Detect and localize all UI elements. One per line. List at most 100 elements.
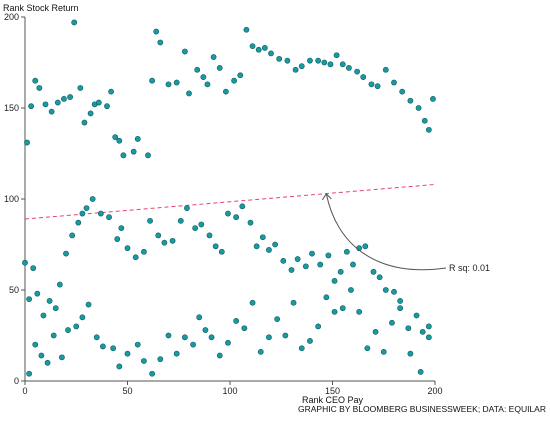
data-point (190, 341, 196, 348)
data-point (405, 325, 412, 332)
data-point (218, 248, 225, 255)
data-point (425, 334, 432, 341)
y-tick-label: 100 (4, 194, 19, 204)
data-point (368, 81, 375, 88)
data-point (67, 94, 73, 100)
data-point (259, 234, 266, 241)
data-point (52, 305, 59, 312)
data-point (93, 334, 100, 341)
data-point (317, 261, 324, 268)
data-point (327, 61, 334, 68)
data-point (165, 81, 172, 88)
data-point (59, 354, 65, 361)
data-point (132, 254, 139, 261)
data-point (100, 343, 106, 350)
data-point (280, 257, 287, 264)
y-axis-ticks: 0 50 100 150 200 (4, 12, 25, 386)
data-point (399, 88, 406, 95)
data-point (26, 296, 32, 302)
data-point (83, 205, 90, 211)
data-point (69, 232, 76, 239)
data-point (354, 68, 360, 75)
data-point (79, 314, 86, 321)
data-point (130, 148, 137, 155)
data-point (272, 241, 278, 248)
x-axis-ticks: 0 50 100 150 200 (22, 381, 443, 396)
data-point (173, 79, 180, 86)
data-point (32, 341, 39, 348)
data-point (331, 277, 338, 284)
data-point (376, 274, 383, 281)
data-point (309, 250, 315, 257)
data-point (165, 332, 172, 339)
data-point (339, 305, 346, 312)
data-point (364, 345, 371, 352)
data-point (110, 345, 117, 352)
data-point (284, 57, 291, 64)
data-point (325, 252, 332, 259)
data-point (233, 214, 240, 221)
data-point (32, 77, 39, 84)
data-point (417, 368, 424, 375)
data-point (145, 152, 151, 159)
data-point (208, 334, 215, 341)
data-point (370, 268, 377, 275)
data-point (413, 312, 420, 319)
data-point (73, 323, 80, 330)
x-tick-label: 0 (22, 386, 27, 396)
data-point (380, 348, 387, 355)
data-point (124, 245, 131, 252)
data-point (186, 90, 192, 97)
data-point (149, 370, 155, 377)
source-credit: GRAPHIC BY BLOOMBERG BUSINESSWEEK; DATA:… (298, 404, 546, 414)
data-point (184, 205, 190, 211)
trendline (24, 183, 436, 220)
data-point (253, 243, 260, 250)
data-point (407, 97, 414, 104)
data-point (198, 221, 205, 228)
data-point (22, 259, 28, 266)
y-tick-label: 200 (4, 12, 19, 22)
data-points (22, 19, 436, 377)
data-point (204, 81, 211, 88)
data-point (372, 328, 379, 335)
data-point (42, 101, 49, 108)
y-tick-label: 50 (9, 285, 19, 295)
data-point (56, 281, 63, 288)
data-point (261, 45, 268, 51)
data-point (345, 65, 352, 71)
data-point (266, 247, 272, 253)
data-point (114, 236, 121, 242)
data-point (333, 52, 340, 59)
data-point (391, 288, 397, 295)
data-point (40, 312, 47, 319)
data-point (290, 299, 297, 306)
data-point (216, 65, 223, 71)
data-point (294, 256, 301, 262)
data-point (140, 248, 147, 255)
data-point (24, 139, 30, 146)
data-point (231, 77, 237, 84)
r-squared-label: R sq: 0.01 (449, 263, 490, 273)
data-point (157, 356, 164, 363)
data-point (192, 225, 199, 232)
annotation-arrow (325, 193, 447, 271)
data-point (36, 85, 43, 91)
data-point (149, 77, 155, 84)
annotation-arrowhead (321, 193, 332, 201)
data-point (134, 136, 141, 142)
data-point (50, 332, 57, 339)
data-point (134, 341, 141, 348)
data-point (54, 99, 61, 106)
data-point (89, 196, 96, 202)
data-point (389, 319, 395, 326)
data-point (63, 250, 69, 257)
data-point (356, 308, 363, 315)
data-point (87, 110, 94, 117)
data-point (249, 43, 256, 50)
y-tick-label: 150 (4, 103, 19, 113)
data-point (315, 323, 322, 330)
data-point (97, 210, 104, 217)
data-point (407, 350, 414, 357)
data-point (307, 338, 313, 344)
